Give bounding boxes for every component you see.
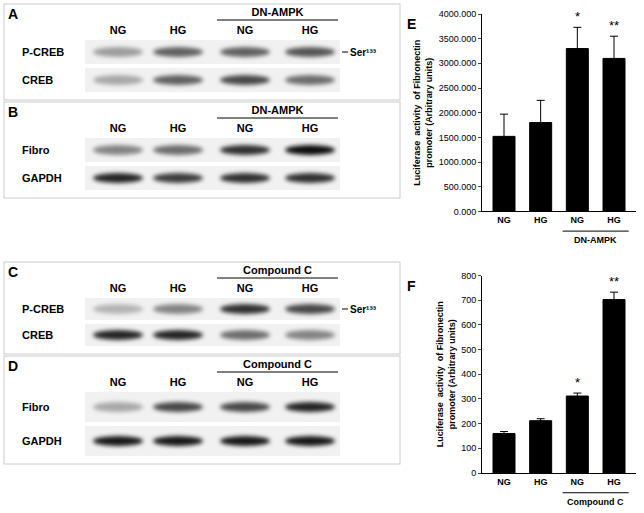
svg-text:Ser¹³³: Ser¹³³ bbox=[350, 304, 377, 315]
svg-text:2000.000: 2000.000 bbox=[439, 108, 477, 118]
svg-text:F: F bbox=[407, 278, 416, 294]
svg-text:NG: NG bbox=[110, 376, 127, 388]
svg-text:HG: HG bbox=[534, 477, 548, 487]
svg-text:D: D bbox=[8, 358, 18, 374]
svg-text:DN-AMPK: DN-AMPK bbox=[252, 6, 304, 18]
svg-text:NG: NG bbox=[571, 477, 585, 487]
svg-text:*: * bbox=[575, 375, 580, 390]
svg-text:HG: HG bbox=[170, 122, 187, 134]
svg-text:Fibro: Fibro bbox=[22, 144, 50, 156]
svg-text:NG: NG bbox=[237, 282, 254, 294]
svg-text:DN-AMPK: DN-AMPK bbox=[252, 104, 304, 116]
svg-text:NG: NG bbox=[237, 24, 254, 36]
svg-text:HG: HG bbox=[170, 376, 187, 388]
svg-text:700: 700 bbox=[461, 295, 476, 305]
svg-text:300: 300 bbox=[461, 394, 476, 404]
svg-text:GAPDH: GAPDH bbox=[22, 172, 62, 184]
svg-text:1000.000: 1000.000 bbox=[439, 157, 477, 167]
svg-text:Compound C: Compound C bbox=[567, 497, 624, 507]
svg-text:HG: HG bbox=[607, 215, 621, 225]
svg-text:Compound C: Compound C bbox=[243, 264, 312, 276]
svg-text:Fibro: Fibro bbox=[22, 401, 50, 413]
svg-text:C: C bbox=[8, 264, 18, 280]
svg-text:NG: NG bbox=[110, 122, 127, 134]
svg-text:NG: NG bbox=[571, 215, 585, 225]
svg-text:1500.000: 1500.000 bbox=[439, 133, 477, 143]
svg-text:**: ** bbox=[609, 18, 619, 33]
svg-text:HG: HG bbox=[170, 24, 187, 36]
svg-text:600: 600 bbox=[461, 320, 476, 330]
svg-text:P-CREB: P-CREB bbox=[22, 303, 64, 315]
svg-text:HG: HG bbox=[302, 282, 319, 294]
svg-text:Luciferase activity of Fibro: Luciferase activity of Fibronectinpromot… bbox=[412, 40, 434, 186]
svg-text:NG: NG bbox=[110, 24, 127, 36]
svg-text:CREB: CREB bbox=[22, 74, 53, 86]
svg-text:HG: HG bbox=[302, 122, 319, 134]
svg-text:0.000: 0.000 bbox=[454, 207, 477, 217]
svg-text:NG: NG bbox=[237, 376, 254, 388]
svg-text:NG: NG bbox=[110, 282, 127, 294]
svg-text:3000.000: 3000.000 bbox=[439, 58, 477, 68]
svg-text:**: ** bbox=[609, 274, 619, 289]
svg-text:HG: HG bbox=[302, 376, 319, 388]
svg-text:E: E bbox=[407, 16, 416, 32]
svg-text:NG: NG bbox=[497, 477, 511, 487]
svg-text:DN-AMPK: DN-AMPK bbox=[574, 235, 617, 245]
svg-text:Luciferase activity of Fibro: Luciferase activity of Fibronectinpromot… bbox=[435, 301, 457, 447]
svg-text:500.000: 500.000 bbox=[444, 182, 477, 192]
svg-text:*: * bbox=[575, 9, 580, 24]
svg-text:3500.000: 3500.000 bbox=[439, 34, 477, 44]
svg-text:P-CREB: P-CREB bbox=[22, 46, 64, 58]
svg-text:2500.000: 2500.000 bbox=[439, 83, 477, 93]
svg-text:HG: HG bbox=[170, 282, 187, 294]
svg-text:NG: NG bbox=[237, 122, 254, 134]
svg-text:100: 100 bbox=[461, 443, 476, 453]
svg-text:GAPDH: GAPDH bbox=[22, 435, 62, 447]
svg-text:200: 200 bbox=[461, 419, 476, 429]
svg-text:A: A bbox=[8, 6, 18, 22]
svg-text:400: 400 bbox=[461, 369, 476, 379]
svg-text:HG: HG bbox=[534, 215, 548, 225]
svg-text:Ser¹³³: Ser¹³³ bbox=[350, 47, 377, 58]
svg-text:NG: NG bbox=[497, 215, 511, 225]
svg-text:HG: HG bbox=[607, 477, 621, 487]
svg-text:4000.000: 4000.000 bbox=[439, 9, 477, 19]
svg-text:500: 500 bbox=[461, 345, 476, 355]
svg-text:CREB: CREB bbox=[22, 329, 53, 341]
svg-text:0: 0 bbox=[471, 468, 476, 478]
svg-text:Compound C: Compound C bbox=[243, 358, 312, 370]
svg-text:B: B bbox=[8, 104, 18, 120]
svg-text:HG: HG bbox=[302, 24, 319, 36]
svg-text:800: 800 bbox=[461, 271, 476, 281]
